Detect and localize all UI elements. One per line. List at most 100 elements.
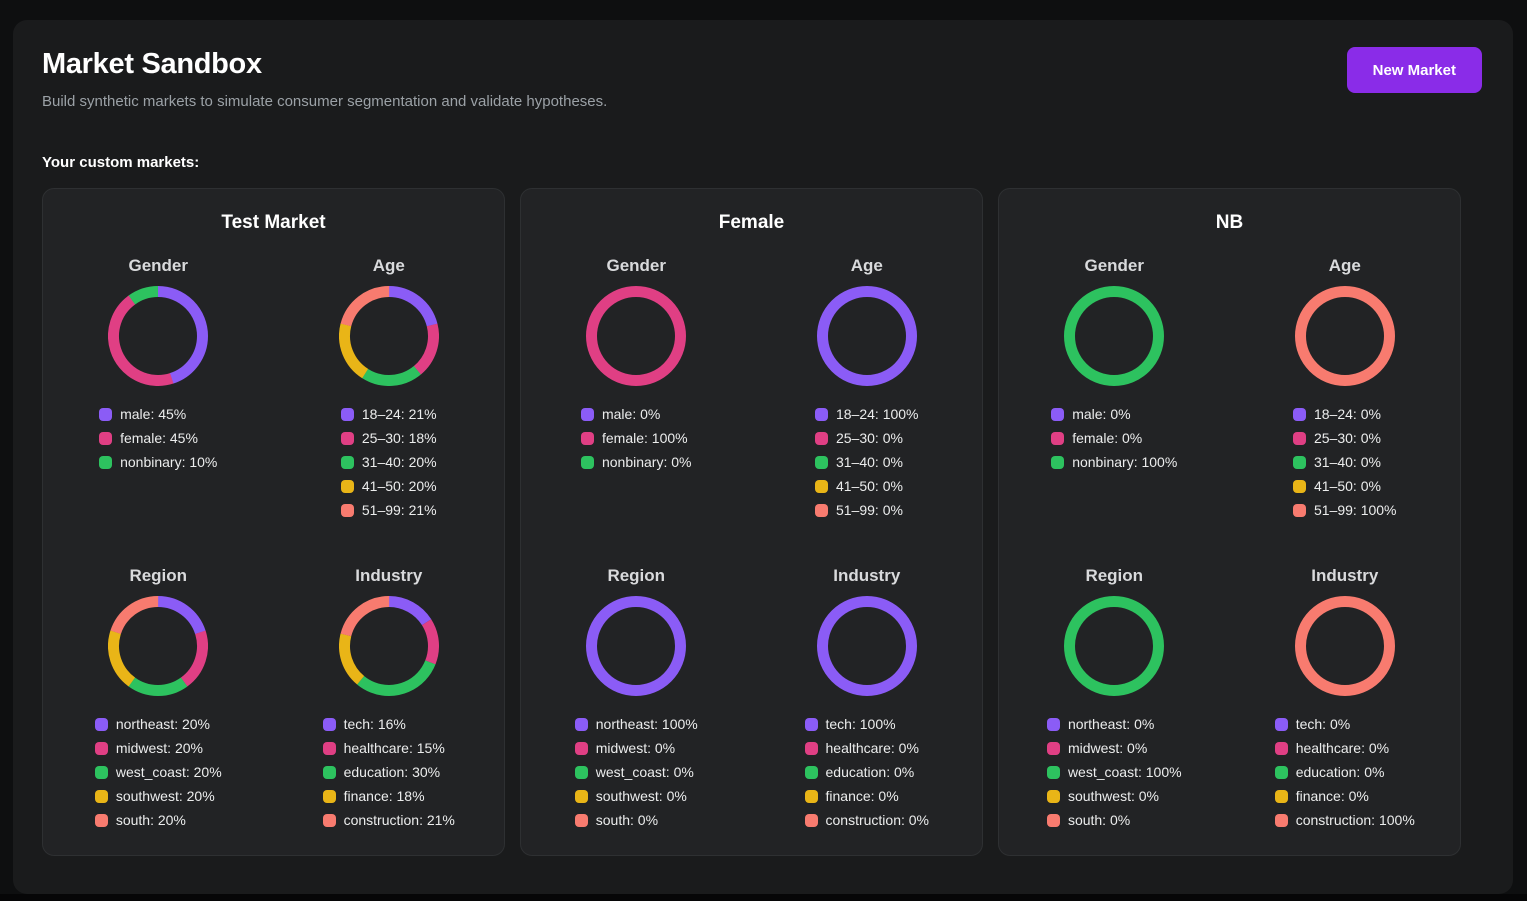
legend-swatch-icon <box>340 407 354 421</box>
legend-label: 51–99: 0% <box>835 502 903 518</box>
charts-grid: Gender male: 45% female: 45% nonbinary: … <box>43 256 504 832</box>
legend-label: south: 20% <box>115 812 186 828</box>
chart-legend: tech: 100% healthcare: 0% education: 0% … <box>804 712 929 832</box>
legend-label: finance: 18% <box>343 788 425 804</box>
legend-row: midwest: 0% <box>1046 736 1148 760</box>
charts-grid: Gender male: 0% female: 100% nonbinary: … <box>521 256 982 832</box>
legend-label: south: 0% <box>1067 812 1131 828</box>
legend-row: nonbinary: 0% <box>580 450 692 474</box>
legend-label: 25–30: 0% <box>1313 430 1381 446</box>
donut-chart <box>586 596 687 696</box>
legend-label: southwest: 20% <box>115 788 215 804</box>
legend-swatch-icon <box>99 407 113 421</box>
legend-swatch-icon <box>322 789 336 803</box>
legend-row: northeast: 20% <box>94 712 210 736</box>
market-sandbox-panel: Market Sandbox New Market Build syntheti… <box>13 20 1513 894</box>
chart-title: Gender <box>606 256 667 275</box>
legend-label: female: 100% <box>601 430 688 446</box>
legend-swatch-icon <box>322 717 336 731</box>
legend-row: 51–99: 100% <box>1292 498 1397 522</box>
legend-label: finance: 0% <box>1295 788 1369 804</box>
legend-swatch-icon <box>1051 431 1065 445</box>
legend-swatch-icon <box>1274 741 1288 755</box>
legend-row: 31–40: 0% <box>1292 450 1381 474</box>
legend-row: 18–24: 21% <box>340 402 437 426</box>
chart-cell: Gender male: 45% female: 45% nonbinary: … <box>43 256 274 522</box>
custom-markets-label: Your custom markets: <box>42 154 200 171</box>
legend-row: construction: 21% <box>322 808 455 832</box>
legend-swatch-icon <box>804 789 818 803</box>
market-title: Female <box>718 212 785 233</box>
chart-title: Gender <box>1084 256 1145 275</box>
legend-row: male: 45% <box>99 402 186 426</box>
chart-title: Region <box>607 566 666 585</box>
legend-swatch-icon <box>340 503 354 517</box>
legend-swatch-icon <box>1274 717 1288 731</box>
legend-row: west_coast: 100% <box>1046 760 1182 784</box>
legend-swatch-icon <box>340 479 354 493</box>
chart-title: Industry <box>833 566 901 585</box>
legend-label: northeast: 100% <box>595 716 698 732</box>
chart-title: Industry <box>355 566 423 585</box>
legend-swatch-icon <box>99 431 113 445</box>
legend-row: tech: 0% <box>1274 712 1351 736</box>
legend-label: midwest: 0% <box>1067 740 1148 756</box>
markets-row: Test Market Gender male: 45% female: 45%… <box>42 188 1513 856</box>
legend-label: southwest: 0% <box>1067 788 1159 804</box>
legend-label: 18–24: 21% <box>361 406 437 422</box>
legend-row: south: 0% <box>1046 808 1131 832</box>
chart-cell: Gender male: 0% female: 0% nonbinary: 10… <box>999 256 1230 522</box>
legend-swatch-icon <box>804 765 818 779</box>
legend-label: tech: 0% <box>1295 716 1351 732</box>
legend-label: 41–50: 0% <box>835 478 903 494</box>
market-card[interactable]: NB Gender male: 0% female: 0% nonbinary:… <box>998 188 1461 856</box>
legend-swatch-icon <box>814 407 828 421</box>
legend-swatch-icon <box>322 765 336 779</box>
charts-grid: Gender male: 0% female: 0% nonbinary: 10… <box>999 256 1460 832</box>
legend-row: 31–40: 20% <box>340 450 437 474</box>
legend-label: male: 0% <box>601 406 661 422</box>
legend-swatch-icon <box>322 741 336 755</box>
legend-swatch-icon <box>814 479 828 493</box>
chart-cell: Age 18–24: 21% 25–30: 18% 31–40: 20% 41–… <box>274 256 505 522</box>
page-subtitle: Build synthetic markets to simulate cons… <box>42 93 608 110</box>
new-market-button[interactable]: New Market <box>1346 47 1482 93</box>
legend-label: south: 0% <box>595 812 659 828</box>
legend-label: west_coast: 20% <box>115 764 222 780</box>
legend-label: male: 0% <box>1072 406 1131 422</box>
market-card[interactable]: Test Market Gender male: 45% female: 45%… <box>42 188 505 856</box>
legend-swatch-icon <box>1274 789 1288 803</box>
legend-row: finance: 0% <box>804 784 899 808</box>
legend-label: 31–40: 0% <box>1313 454 1381 470</box>
legend-row: 25–30: 18% <box>340 426 437 450</box>
donut-chart <box>1064 596 1165 696</box>
legend-swatch-icon <box>574 789 588 803</box>
legend-label: nonbinary: 0% <box>601 454 692 470</box>
legend-row: 25–30: 0% <box>814 426 903 450</box>
chart-legend: northeast: 100% midwest: 0% west_coast: … <box>574 712 698 832</box>
legend-row: female: 0% <box>1051 426 1142 450</box>
legend-label: 51–99: 100% <box>1313 502 1397 518</box>
chart-title: Region <box>129 566 188 585</box>
legend-swatch-icon <box>574 717 588 731</box>
legend-swatch-icon <box>340 431 354 445</box>
chart-legend: male: 0% female: 0% nonbinary: 100% <box>1051 402 1177 474</box>
legend-label: midwest: 20% <box>115 740 203 756</box>
legend-label: 41–50: 0% <box>1313 478 1381 494</box>
legend-label: nonbinary: 10% <box>120 454 218 470</box>
chart-cell: Industry tech: 0% healthcare: 0% educati… <box>1230 566 1461 832</box>
legend-label: construction: 21% <box>343 812 455 828</box>
legend-row: south: 20% <box>94 808 186 832</box>
legend-swatch-icon <box>580 455 594 469</box>
legend-row: education: 0% <box>1274 760 1384 784</box>
legend-row: northeast: 0% <box>1046 712 1154 736</box>
legend-row: midwest: 0% <box>574 736 675 760</box>
chart-legend: male: 45% female: 45% nonbinary: 10% <box>99 402 217 474</box>
legend-label: education: 0% <box>825 764 915 780</box>
chart-cell: Region northeast: 0% midwest: 0% west_co… <box>999 566 1230 832</box>
legend-label: 25–30: 0% <box>835 430 903 446</box>
legend-swatch-icon <box>580 407 594 421</box>
legend-label: southwest: 0% <box>595 788 687 804</box>
legend-swatch-icon <box>1046 765 1060 779</box>
market-card[interactable]: Female Gender male: 0% female: 100% nonb… <box>520 188 983 856</box>
